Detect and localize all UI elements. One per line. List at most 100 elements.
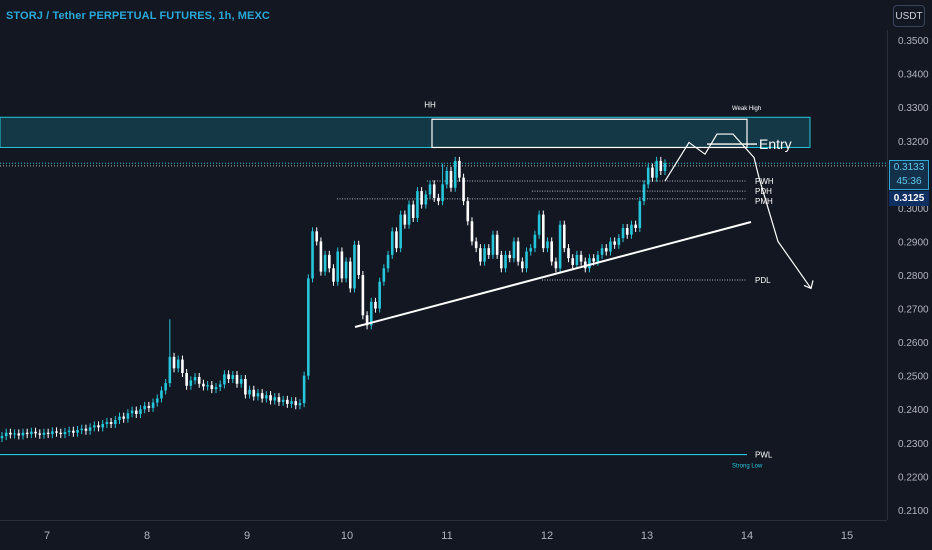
- candle-body: [105, 422, 109, 425]
- candle-body: [80, 428, 84, 431]
- candle-body: [290, 401, 293, 404]
- supply-zone: [0, 116, 811, 148]
- pwh-label: PWH: [755, 177, 774, 186]
- candle-body: [328, 254, 331, 269]
- candle-body: [239, 379, 243, 384]
- candle-body: [84, 428, 88, 431]
- candle-body: [332, 268, 335, 282]
- candle-body: [374, 301, 377, 309]
- candle-body: [265, 395, 268, 399]
- candle-body: [378, 281, 381, 309]
- candle-body: [533, 234, 537, 249]
- candle-body: [382, 268, 386, 282]
- time-tick-label: 7: [44, 530, 50, 542]
- candle-body: [558, 224, 562, 269]
- strong-low-label: Strong Low: [732, 464, 763, 470]
- candle-body: [655, 160, 658, 178]
- candle-body: [122, 416, 125, 419]
- candle-body: [458, 160, 461, 178]
- candle-body: [542, 214, 545, 249]
- last-price-value: 0.3133: [893, 162, 925, 173]
- candle-body: [663, 163, 667, 171]
- candle-body: [231, 375, 235, 380]
- time-tick-label: 13: [641, 530, 653, 542]
- pwl-label: PWL: [755, 451, 773, 460]
- candle-body: [432, 184, 436, 198]
- candle-body: [521, 261, 524, 269]
- candle-body: [202, 383, 205, 387]
- candle-body: [600, 248, 604, 255]
- candle-body: [592, 258, 595, 262]
- candle-body: [101, 424, 105, 428]
- pdl-label: PDL: [755, 276, 771, 285]
- candle-body: [256, 393, 260, 397]
- time-tick-label: 14: [741, 530, 753, 542]
- time-tick-label: 15: [841, 530, 853, 542]
- price-tick-label: 0.3200: [898, 137, 929, 148]
- price-tick-label: 0.3000: [898, 204, 929, 215]
- price-tick-label: 0.2500: [898, 372, 929, 383]
- candle-body: [21, 432, 25, 436]
- candle-body: [453, 160, 457, 188]
- candle-body: [260, 393, 264, 399]
- price-tick-label: 0.2400: [898, 405, 929, 416]
- chart-title: STORJ / Tether PERPETUAL FUTURES, 1h, ME…: [6, 10, 270, 22]
- candle-body: [550, 241, 554, 262]
- candle-body: [474, 241, 478, 249]
- price-tick-label: 0.2300: [898, 439, 929, 450]
- candle-body: [269, 395, 272, 401]
- candle-body: [638, 201, 642, 229]
- hh-box: [431, 118, 748, 149]
- candle-body: [604, 248, 608, 252]
- candle-body: [0, 436, 4, 439]
- candle-body: [55, 431, 58, 433]
- candle-body: [67, 430, 71, 433]
- candle-body: [344, 261, 348, 279]
- candle-body: [529, 248, 533, 252]
- candle-body: [537, 214, 541, 235]
- candle-body: [642, 184, 646, 202]
- candle-body: [281, 399, 285, 402]
- candle-body: [319, 241, 323, 272]
- candle-body: [88, 427, 92, 431]
- candle-body: [630, 224, 633, 235]
- candle-body: [130, 410, 134, 414]
- candle-body: [365, 315, 369, 326]
- candle-body: [25, 432, 29, 435]
- candle-body: [470, 221, 474, 242]
- candle-body: [17, 433, 21, 436]
- candle-body: [361, 275, 365, 316]
- candle-body: [483, 248, 486, 262]
- candle-body: [386, 254, 390, 269]
- projection-path: [664, 133, 812, 289]
- candle-body: [4, 432, 8, 437]
- candle-body: [63, 432, 67, 435]
- candle-body: [176, 359, 180, 369]
- currency-button[interactable]: USDT: [893, 5, 925, 27]
- candle-body: [390, 231, 394, 255]
- candle-body: [118, 416, 121, 420]
- candle-body: [353, 244, 356, 289]
- candle-body: [294, 401, 298, 406]
- candle-body: [76, 430, 79, 433]
- candle-body: [9, 432, 12, 435]
- candle-body: [248, 389, 251, 395]
- candle-body: [617, 238, 621, 245]
- candle-body: [546, 241, 549, 249]
- candle-body: [500, 254, 503, 269]
- candle-body: [139, 409, 142, 414]
- time-tick-label: 11: [441, 530, 452, 542]
- time-tick-label: 8: [144, 530, 150, 542]
- candle-body: [575, 254, 579, 265]
- pmh-label: PMH: [755, 197, 773, 206]
- candle-body: [235, 375, 239, 384]
- candle-body: [403, 214, 407, 225]
- last-price-tag: 0.3133 45:36: [889, 160, 929, 190]
- candle-body: [302, 375, 306, 404]
- candle-body: [479, 248, 482, 262]
- candle-body: [160, 390, 163, 399]
- candle-body: [348, 261, 352, 289]
- candle-body: [411, 204, 415, 218]
- candle-body: [311, 231, 314, 279]
